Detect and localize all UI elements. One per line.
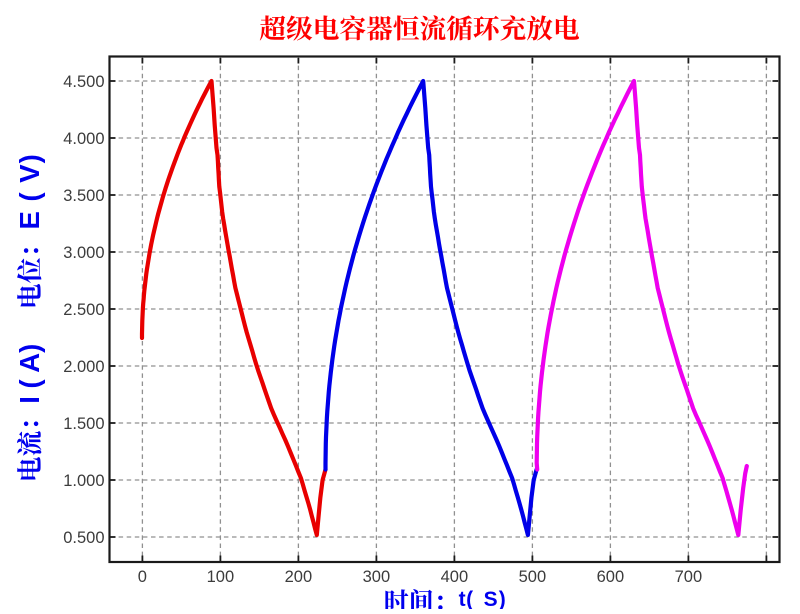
svg-text:2.000: 2.000 xyxy=(63,358,104,376)
svg-text:0.500: 0.500 xyxy=(63,529,104,547)
svg-text:2.500: 2.500 xyxy=(63,301,104,319)
svg-text:t(: t( xyxy=(459,588,474,609)
svg-text:I ( A): I ( A) xyxy=(14,344,45,404)
svg-text:4.000: 4.000 xyxy=(63,130,104,148)
svg-text:S): S) xyxy=(484,588,507,609)
svg-text:0: 0 xyxy=(138,568,147,586)
svg-text:1.000: 1.000 xyxy=(63,472,104,490)
svg-text:500: 500 xyxy=(519,568,547,586)
svg-text:100: 100 xyxy=(207,568,235,586)
svg-text:300: 300 xyxy=(363,568,391,586)
svg-text:200: 200 xyxy=(285,568,313,586)
svg-text:4.500: 4.500 xyxy=(63,73,104,91)
svg-text:400: 400 xyxy=(441,568,469,586)
svg-text:3.000: 3.000 xyxy=(63,244,104,262)
svg-text:700: 700 xyxy=(675,568,703,586)
svg-text:1.500: 1.500 xyxy=(63,415,104,433)
svg-text:E ( V): E ( V) xyxy=(14,153,45,229)
svg-text:3.500: 3.500 xyxy=(63,187,104,205)
svg-text:600: 600 xyxy=(597,568,625,586)
